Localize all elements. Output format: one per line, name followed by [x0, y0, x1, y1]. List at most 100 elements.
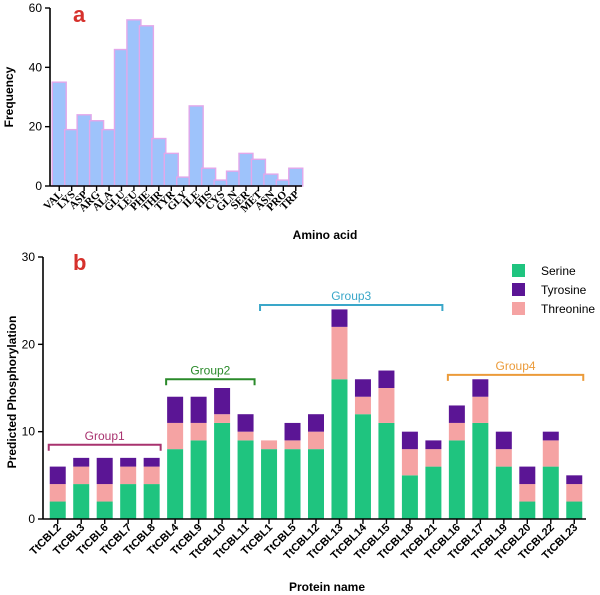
bar-ttcbl15-serine: [378, 422, 395, 519]
bar-ttcbl5-serine: [284, 449, 301, 519]
panel-a-ytick-label: 40: [29, 60, 43, 74]
bar-ttcbl22-serine: [542, 466, 559, 519]
bar-ttcbl6-threonine: [96, 484, 113, 502]
legend-swatch-threonine: [512, 302, 525, 315]
bar-ttcbl7-threonine: [120, 466, 137, 485]
panel-b-groups: Group1 Group2 Group3 Group4: [47, 289, 585, 451]
bar-ttcbl13-serine: [331, 379, 348, 519]
bar-ttcbl5-tyrosine: [284, 422, 301, 441]
bar-ttcbl13-tyrosine: [331, 309, 348, 327]
bar-ttcbl16-serine: [448, 440, 465, 519]
bar-ttcbl18-serine: [401, 475, 418, 519]
bar-ttcbl18-threonine: [401, 449, 418, 476]
legend-swatch-tyrosine: [512, 283, 525, 296]
bar-ttcbl16-tyrosine: [448, 405, 465, 423]
bar-ttcbl16-threonine: [448, 422, 465, 441]
group-bracket-2: [165, 378, 256, 386]
panel-a-ytick-label: 0: [35, 179, 42, 193]
bar-ttcbl6-serine: [96, 501, 113, 519]
bar-ttcbl20-threonine: [519, 484, 536, 502]
panel-a-letter: a: [73, 2, 86, 27]
panel-b-legend: Serine Tyrosine Threonine: [512, 264, 595, 316]
panel-b-xlabel: Protein name: [289, 580, 365, 594]
bar-ttcbl22-tyrosine: [542, 431, 559, 441]
bar-ttcbl8-threonine: [143, 466, 160, 485]
bar-ttcbl18-tyrosine: [401, 431, 418, 450]
bar-ttcbl1-threonine: [261, 440, 278, 450]
bar-ttcbl12-threonine: [308, 431, 324, 450]
bar-ttcbl11-threonine: [237, 431, 254, 441]
group-label-2: Group2: [190, 363, 230, 377]
bar-ttcbl14-threonine: [354, 396, 371, 415]
bar-ttcbl4-threonine: [167, 422, 184, 450]
bar-ttcbl9-tyrosine: [190, 396, 207, 423]
panel-b-ylabel: Predicted Phosphorylation: [5, 316, 19, 469]
panel-b-letter: b: [73, 250, 86, 275]
group-label-3: Group3: [331, 289, 371, 303]
bar-ttcbl19-threonine: [495, 449, 512, 467]
bar-ttcbl17-serine: [472, 422, 489, 519]
bar-ttcbl4-serine: [167, 449, 184, 519]
bar-ttcbl2-tyrosine: [49, 466, 66, 485]
bar-ttcbl7-tyrosine: [120, 457, 137, 467]
legend-label-threonine: Threonine: [541, 302, 595, 316]
group-bracket-4: [446, 373, 585, 381]
bar-ttcbl20-serine: [519, 501, 536, 519]
bar-ttcbl3-serine: [73, 484, 90, 519]
bar-ttcbl11-serine: [237, 440, 254, 519]
panel-b-ytick-label: 10: [22, 425, 36, 439]
panel-b-ytick-label: 0: [28, 512, 35, 526]
bar-ttcbl11-tyrosine: [237, 414, 254, 432]
bar-ttcbl12-tyrosine: [308, 414, 324, 432]
bar-ttcbl10-serine: [214, 422, 231, 519]
bar-ttcbl4-tyrosine: [167, 396, 184, 423]
panel-a-ytick-label: 60: [29, 1, 43, 15]
bar-ttcbl13-threonine: [331, 326, 348, 380]
bar-ttcbl3-tyrosine: [73, 457, 90, 467]
bar-ttcbl20-tyrosine: [519, 466, 536, 485]
panel-a-ytick-label: 20: [29, 120, 43, 134]
bar-ttcbl10-tyrosine: [214, 388, 231, 415]
group-bracket-3: [259, 304, 444, 312]
panel-b-bars: [49, 309, 583, 519]
bar-ttcbl23-threonine: [566, 484, 583, 502]
legend-label-tyrosine: Tyrosine: [541, 283, 587, 297]
group-label-4: Group4: [496, 359, 536, 373]
bar-ttcbl1-serine: [261, 449, 278, 519]
bar-ttcbl8-tyrosine: [143, 457, 160, 467]
bar-ttcbl14-serine: [354, 414, 371, 519]
panel-a: a 0204060VALLYSASPARGALAGLULEUPHETHRTYRG…: [2, 1, 357, 242]
panel-a-bars: [51, 19, 304, 187]
bar-ttcbl2-serine: [49, 501, 66, 519]
legend-swatch-serine: [512, 264, 525, 277]
bar-ttcbl15-tyrosine: [378, 370, 395, 388]
bar-ttcbl12-serine: [308, 449, 324, 519]
panel-a-xlabel: Amino acid: [293, 228, 358, 242]
panel-a-ylabel: Frequency: [2, 66, 16, 127]
bar-ttcbl21-tyrosine: [425, 440, 442, 450]
bar-ttcbl21-threonine: [425, 449, 442, 467]
bar-ttcbl2-threonine: [49, 484, 66, 502]
bar-ttcbl23-tyrosine: [566, 475, 583, 485]
bar-ttcbl14-tyrosine: [354, 379, 371, 397]
bar-ttcbl17-tyrosine: [472, 379, 489, 397]
panel-b-ytick-label: 20: [22, 337, 36, 351]
bar-trp: [288, 167, 304, 187]
bar-ttcbl5-threonine: [284, 440, 301, 450]
bar-ttcbl21-serine: [425, 466, 442, 519]
bar-ttcbl10-threonine: [214, 414, 231, 423]
group-bracket-1: [47, 443, 162, 451]
group-label-1: Group1: [85, 429, 125, 443]
bar-ttcbl6-tyrosine: [96, 457, 113, 485]
bar-ttcbl7-serine: [120, 484, 137, 519]
bar-ttcbl17-threonine: [472, 396, 489, 423]
bar-ttcbl8-serine: [143, 484, 160, 519]
bar-ttcbl19-tyrosine: [495, 431, 512, 450]
bar-ttcbl9-serine: [190, 440, 207, 519]
bar-ttcbl15-threonine: [378, 388, 395, 423]
bar-ttcbl22-threonine: [542, 440, 559, 467]
bar-ttcbl19-serine: [495, 466, 512, 519]
bar-ttcbl23-serine: [566, 501, 583, 519]
